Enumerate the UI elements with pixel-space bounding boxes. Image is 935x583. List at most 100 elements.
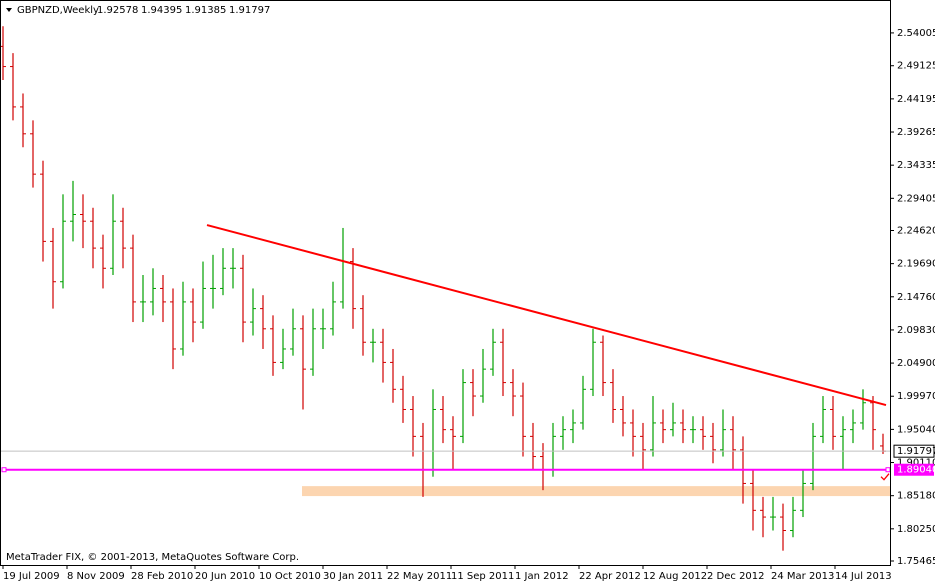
y-tick-label: 1.95040 bbox=[897, 424, 935, 435]
ohlc-bar bbox=[180, 281, 186, 356]
ohlc-bar bbox=[160, 275, 166, 323]
x-tick-label: 2 Dec 2012 bbox=[707, 571, 765, 582]
ohlc-bar bbox=[70, 180, 76, 242]
ohlc-bar bbox=[610, 369, 616, 423]
ohlc-bar bbox=[280, 328, 286, 370]
ohlc-bar bbox=[780, 503, 786, 551]
ohlc-bar bbox=[40, 160, 46, 262]
ohlc-bar bbox=[30, 120, 36, 188]
ohlc-bar bbox=[530, 422, 536, 470]
ohlc-bar bbox=[690, 416, 696, 444]
x-tick-label: 28 Feb 2010 bbox=[131, 571, 193, 582]
ohlc-bar bbox=[270, 315, 276, 376]
y-tick-label: 2.04900 bbox=[897, 358, 935, 369]
ohlc-bar bbox=[50, 227, 56, 309]
ohlc-bar bbox=[840, 416, 846, 470]
y-tick-label: 2.44195 bbox=[897, 94, 935, 105]
ohlc-bar bbox=[680, 409, 686, 444]
ohlc-bar bbox=[650, 396, 656, 457]
x-tick-label: 1 Jan 2012 bbox=[515, 571, 569, 582]
ohlc-bar bbox=[850, 409, 856, 444]
ohlc-bar bbox=[250, 288, 256, 336]
y-tick-label: 2.34335 bbox=[897, 160, 935, 171]
ohlc-bar bbox=[770, 496, 776, 531]
y-tick-label: 2.14760 bbox=[897, 292, 935, 303]
ohlc-bar bbox=[640, 422, 646, 470]
ohlc-bar bbox=[810, 422, 816, 491]
ohlc-bar bbox=[210, 254, 216, 309]
x-tick-label: 12 Aug 2012 bbox=[643, 571, 707, 582]
ohlc-bar bbox=[190, 288, 196, 343]
ohlc-bar bbox=[260, 295, 266, 349]
footer: MetaTrader FIX, © 2001-2013, MetaQuotes … bbox=[6, 552, 299, 563]
x-tick-label: 19 Jul 2009 bbox=[3, 571, 60, 582]
y-tick-label: 2.09830 bbox=[897, 325, 935, 336]
plot-area bbox=[0, 26, 891, 551]
plot-border bbox=[0, 0, 891, 566]
ohlc-bar bbox=[510, 369, 516, 417]
ohlc-bar bbox=[580, 375, 586, 430]
y-tick-label: 2.54005 bbox=[897, 28, 935, 39]
ohlc-bar bbox=[710, 422, 716, 464]
x-tick-label: 20 Jun 2010 bbox=[195, 571, 255, 582]
x-tick-label: 8 Nov 2009 bbox=[67, 571, 125, 582]
ohlc-bar bbox=[480, 348, 486, 403]
y-tick-label: 1.85180 bbox=[897, 491, 935, 502]
ohlc-bar bbox=[470, 369, 476, 417]
ohlc-bar bbox=[820, 396, 826, 444]
ohlc-bar bbox=[100, 234, 106, 289]
x-tick-label: 11 Sep 2011 bbox=[451, 571, 514, 582]
ohlc-bar bbox=[370, 328, 376, 363]
ohlc-bar bbox=[560, 416, 566, 450]
ohlc-bar bbox=[410, 396, 416, 457]
ohlc-bar bbox=[590, 328, 596, 397]
level-handle bbox=[885, 467, 891, 473]
ohlc-bar bbox=[870, 396, 876, 450]
x-tick-label: 22 Apr 2012 bbox=[579, 571, 641, 582]
ohlc-bar bbox=[220, 248, 226, 296]
y-tick-label: 2.39265 bbox=[897, 127, 935, 138]
ohlc-bar bbox=[110, 194, 116, 276]
ohlc-bar bbox=[330, 281, 336, 336]
price-box-label: 1.91797 bbox=[897, 446, 935, 457]
x-tick-label: 10 Oct 2010 bbox=[259, 571, 321, 582]
ohlc-bar bbox=[310, 308, 316, 376]
menu-arrow[interactable] bbox=[6, 8, 12, 12]
ohlc-bar bbox=[320, 308, 326, 349]
ohlc-bar bbox=[130, 234, 136, 323]
ohlc-bar bbox=[10, 53, 16, 121]
ohlc-bar bbox=[200, 261, 206, 329]
x-tick-label: 14 Jul 2013 bbox=[835, 571, 892, 582]
ohlc-bar bbox=[140, 275, 146, 323]
ohlc-bar bbox=[400, 375, 406, 423]
level-handle bbox=[1, 467, 7, 473]
price-box bbox=[893, 444, 935, 458]
ohlc-bar bbox=[860, 389, 866, 430]
open-value: 1.92578 bbox=[97, 5, 138, 16]
ohlc-bar bbox=[800, 469, 806, 518]
symbol: GBPNZD,Weekly bbox=[17, 5, 99, 16]
ohlc-bar bbox=[490, 328, 496, 376]
ohlc-bar bbox=[570, 409, 576, 444]
ohlc-bar bbox=[80, 194, 86, 249]
ohlc-bar bbox=[170, 288, 176, 370]
ohlc-bar bbox=[600, 335, 606, 397]
ohlc-bar bbox=[90, 207, 96, 269]
ohlc-bar bbox=[440, 396, 446, 444]
ohlc-bar bbox=[630, 409, 636, 457]
ohlc-bar bbox=[520, 382, 526, 457]
ohlc-bar bbox=[240, 254, 246, 343]
ohlc-bar bbox=[450, 416, 456, 470]
ohlc-bar bbox=[360, 295, 366, 356]
ohlc-bar bbox=[230, 248, 236, 289]
ohlc-bar bbox=[750, 469, 756, 531]
ohlc-bar bbox=[60, 194, 66, 289]
level-box bbox=[894, 463, 934, 476]
low-value: 1.91385 bbox=[185, 5, 226, 16]
ohlc-bar bbox=[720, 409, 726, 457]
ohlc-bar bbox=[620, 396, 626, 437]
ohlc-bar bbox=[20, 93, 26, 148]
alert-check bbox=[880, 473, 890, 481]
